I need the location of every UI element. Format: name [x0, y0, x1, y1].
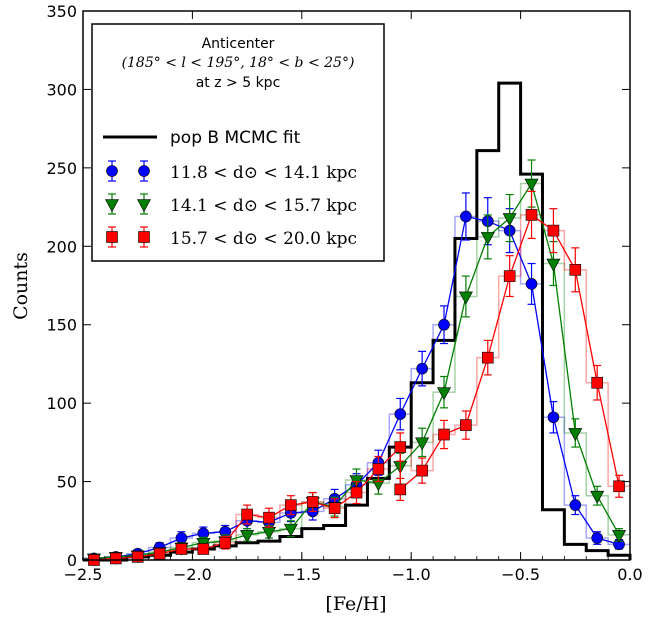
y-tick-label: 350	[46, 2, 77, 21]
series-3-point	[591, 376, 603, 389]
x-tick-label: −2.5	[64, 565, 103, 584]
series-3-point	[328, 502, 341, 515]
series-2-point	[261, 526, 276, 540]
series-1-point	[547, 411, 560, 424]
series-3-point	[153, 547, 166, 560]
series-3-point	[569, 264, 582, 276]
legend-marker	[106, 231, 118, 243]
series-1-point	[525, 278, 538, 290]
annotation-line-3: at z > 5 kpc	[196, 75, 281, 91]
series-2-point	[568, 428, 583, 442]
series-1-point	[175, 532, 188, 544]
series-3	[88, 190, 625, 566]
series-3-point	[416, 464, 428, 477]
series-3-point	[350, 486, 363, 499]
plot-area	[82, 81, 632, 567]
series-2-point	[524, 178, 539, 192]
series-3-point	[547, 224, 560, 237]
legend-swatch-series-2	[104, 193, 152, 215]
legend-label-series-1: 11.8 < d⊙ < 14.1 kpc	[170, 163, 357, 183]
series-3-point	[197, 543, 210, 555]
axis-ticks: −2.5 −2.0 −1.5 −1.0 −0.5 0.0 0 50 100 150 200 250 30…	[46, 2, 642, 584]
series-2-point	[240, 530, 255, 544]
y-tick-label: 300	[46, 80, 77, 99]
series-3-point	[372, 463, 385, 475]
series-3-point	[241, 508, 253, 521]
legend-label-series-3: 15.7 < d⊙ < 20.0 kpc	[170, 229, 357, 249]
series-1-point	[438, 318, 450, 331]
legend-swatch-series-1	[106, 160, 150, 182]
y-tick-label: 250	[46, 159, 77, 178]
series-2-point	[437, 387, 452, 401]
series-3-point	[306, 496, 319, 508]
legend-marker	[104, 199, 120, 213]
series-2-point	[283, 523, 298, 537]
series-3-point	[460, 419, 472, 431]
series-3-point	[394, 441, 407, 453]
x-axis-label: [Fe/H]	[325, 593, 386, 615]
series-2-point	[612, 530, 627, 544]
y-tick-label: 150	[46, 316, 77, 335]
series-2-point	[458, 291, 473, 305]
y-tick-label: 200	[46, 237, 77, 256]
legend: Anticenter (185° < l < 195°, 18° < b < 2…	[91, 23, 385, 262]
legend-label-series-2: 14.1 < d⊙ < 15.7 kpc	[170, 196, 357, 216]
series-2-point	[546, 258, 561, 272]
series-3-point	[503, 270, 516, 282]
x-tick-label: 0.0	[617, 565, 642, 584]
plot-frame	[82, 10, 631, 561]
x-tick-label: −1.5	[282, 565, 321, 584]
series-3-point	[219, 536, 232, 549]
y-tick-label: 0	[67, 551, 77, 570]
legend-marker	[138, 165, 150, 177]
legend-swatch-series-3	[106, 226, 150, 248]
legend-marker	[106, 165, 118, 177]
x-tick-label: −0.5	[501, 565, 540, 584]
y-axis-label: Counts	[10, 252, 32, 320]
series-3-point	[613, 480, 625, 493]
series-2-point	[415, 437, 430, 451]
series-3-point	[131, 551, 144, 563]
series-2-point	[502, 213, 517, 227]
series-3-point	[110, 552, 122, 565]
legend-label-histogram: pop B MCMC fit	[170, 128, 301, 148]
series-1-point	[394, 408, 407, 420]
series-3-point	[525, 209, 538, 221]
annotation-line-1: Anticenter	[202, 36, 275, 52]
series-3-line	[93, 213, 620, 561]
annotation-line-2: (185° < l < 195°, 18° < b < 25°)	[122, 55, 355, 71]
histogram-pop-b-fit	[83, 81, 632, 562]
series-3-point	[438, 428, 450, 441]
series-3-point	[394, 483, 407, 496]
legend-box	[91, 23, 385, 262]
series-1-point	[416, 362, 428, 375]
legend-marker	[136, 199, 152, 213]
series-1-point	[460, 210, 472, 223]
series-2-point	[480, 232, 495, 246]
series-3-point	[175, 543, 188, 555]
legend-marker	[138, 231, 150, 243]
series-1-point	[591, 532, 603, 544]
y-tick-label: 50	[57, 473, 77, 492]
series-3-point	[481, 351, 494, 364]
y-tick-label: 100	[46, 394, 77, 413]
series-3-point	[285, 499, 297, 511]
series-1-point	[569, 499, 582, 511]
x-tick-label: −1.0	[392, 565, 431, 584]
x-tick-label: −2.0	[173, 565, 212, 584]
series-1-line	[93, 215, 620, 560]
series-3-point	[263, 511, 275, 524]
series-2-point	[590, 490, 605, 504]
